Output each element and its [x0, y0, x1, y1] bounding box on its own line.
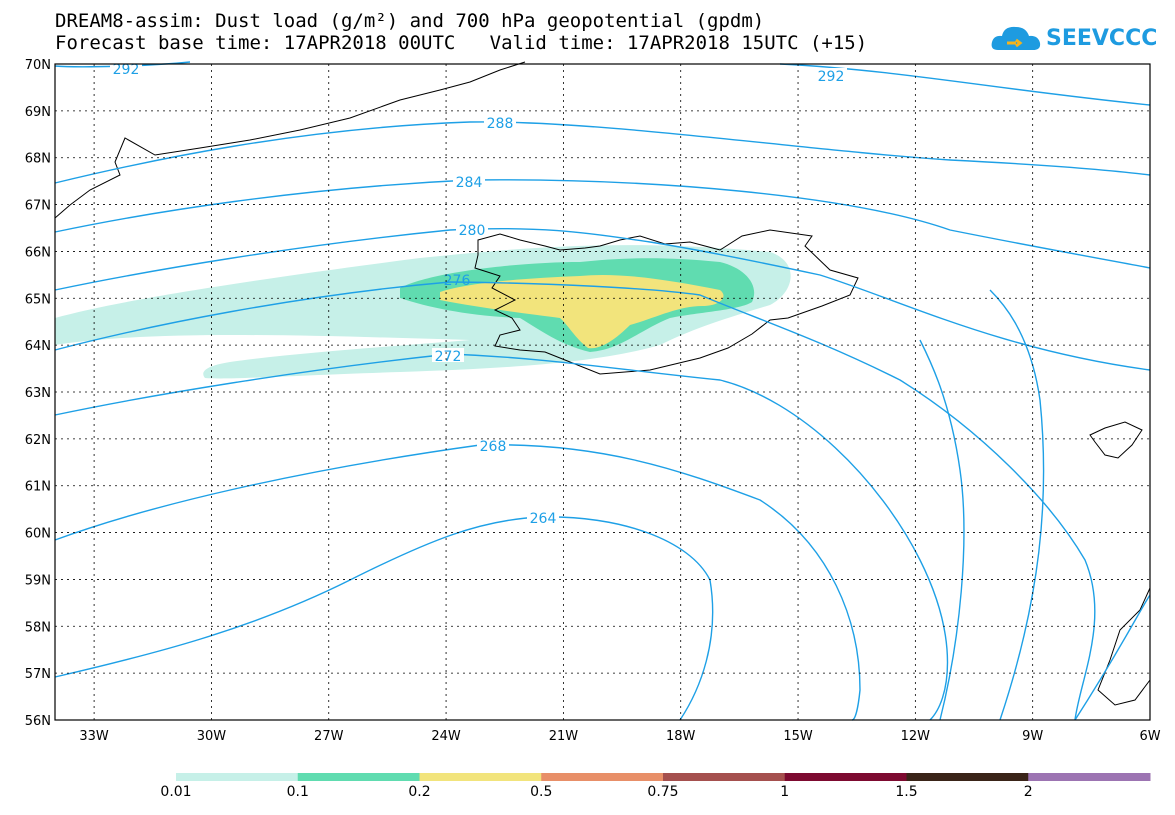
- latitude-label: 62N: [25, 433, 51, 448]
- contour-label: 292: [818, 69, 845, 85]
- legend-swatch: [297, 773, 420, 781]
- contour-label: 268: [480, 439, 507, 455]
- contour-label: 280: [459, 223, 486, 239]
- longitude-label: 18W: [666, 729, 696, 744]
- latitude-label: 59N: [25, 573, 51, 588]
- legend-swatch: [419, 773, 542, 781]
- map-frame: [54, 63, 1151, 721]
- contour-label: 276: [444, 273, 471, 289]
- contour-label: 284: [456, 175, 483, 191]
- coastlines: [54, 61, 1151, 706]
- latitude-labels: 70N 69N 68N 67N 66N 65N 64N 63N 62N 61N 60N 59N 58N 5…: [25, 58, 51, 729]
- legend-swatch: [906, 773, 1029, 781]
- longitude-label: 12W: [901, 729, 931, 744]
- latitude-label: 60N: [25, 527, 51, 542]
- logo-text: SEEVCCC: [1046, 26, 1158, 51]
- longitude-label: 9W: [1022, 729, 1043, 744]
- longitude-label: 24W: [431, 729, 461, 744]
- longitude-label: 30W: [197, 729, 227, 744]
- dust-load-shading: [55, 245, 791, 379]
- latitude-label: 56N: [25, 714, 51, 729]
- contour-label: 288: [487, 116, 514, 132]
- latitude-label: 57N: [25, 667, 51, 682]
- latitude-label: 69N: [25, 105, 51, 120]
- legend-threshold-label: 2: [1023, 784, 1033, 800]
- legend-threshold-label: 0.01: [160, 784, 192, 800]
- latitude-label: 67N: [25, 199, 51, 214]
- latitude-label: 61N: [25, 480, 51, 495]
- contour-label: 292: [113, 62, 140, 78]
- longitude-label: 27W: [314, 729, 344, 744]
- geopotential-contours: [54, 61, 1151, 721]
- latitude-label: 64N: [25, 339, 51, 354]
- contour-label: 264: [530, 511, 557, 527]
- legend-threshold-label: 0.2: [408, 784, 431, 800]
- legend-threshold-label: 1: [780, 784, 790, 800]
- legend-swatch: [541, 773, 664, 781]
- latitude-label: 66N: [25, 245, 51, 260]
- legend-threshold-label: 0.1: [286, 784, 309, 800]
- legend-swatch: [1028, 773, 1151, 781]
- legend-threshold-label: 0.75: [647, 784, 679, 800]
- latitude-label: 58N: [25, 620, 51, 635]
- legend-swatch: [176, 773, 299, 781]
- legend-threshold-label: 0.5: [530, 784, 553, 800]
- longitude-label: 15W: [783, 729, 813, 744]
- latitude-label: 70N: [25, 58, 51, 73]
- map-subtitle: Forecast base time: 17APR2018 00UTC Vali…: [55, 32, 868, 54]
- contour-label: 272: [435, 349, 462, 365]
- contour-labels: 292 292 288 284 280 276 272 268 264: [110, 61, 847, 527]
- latitude-label: 68N: [25, 152, 51, 167]
- latitude-label: 65N: [25, 292, 51, 307]
- latitude-label: 63N: [25, 386, 51, 401]
- longitude-labels: 33W 30W 27W 24W 21W 18W 15W 12W 9W 6W: [79, 729, 1160, 744]
- map-title: DREAM8-assim: Dust load (g/m²) and 700 h…: [55, 10, 765, 32]
- gridlines: [55, 64, 1150, 720]
- legend-colorbar: [176, 773, 1151, 781]
- legend-threshold-label: 1.5: [895, 784, 918, 800]
- longitude-label: 6W: [1139, 729, 1160, 744]
- longitude-label: 21W: [549, 729, 579, 744]
- cloud-logo-icon: [991, 26, 1041, 50]
- longitude-label: 33W: [79, 729, 109, 744]
- legend-swatch: [663, 773, 786, 781]
- legend-swatch: [784, 773, 907, 781]
